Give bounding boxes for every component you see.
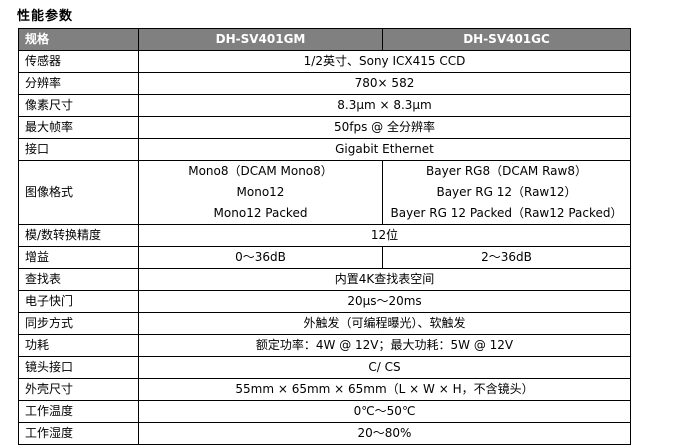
table-row: 工作温度 0℃～50℃	[18, 400, 631, 423]
table-row: 传感器 1/2英寸、Sony ICX415 CCD	[18, 50, 631, 73]
table-row: 增益 0～36dB 2～36dB	[18, 246, 631, 269]
spec-label: 外壳尺寸	[18, 378, 139, 401]
spec-value: 20μs～20ms	[138, 290, 631, 313]
spec-value: 额定功率：4W @ 12V；最大功耗：5W @ 12V	[138, 334, 631, 357]
spec-value: 12位	[138, 224, 631, 247]
spec-value-line: Mono8（DCAM Mono8）	[188, 164, 333, 178]
spec-label: 功耗	[18, 334, 139, 357]
header-cell-model-gm: DH-SV401GM	[138, 28, 383, 51]
spec-label: 工作湿度	[18, 422, 139, 445]
spec-value: Gigabit Ethernet	[138, 138, 631, 161]
table-row: 功耗 额定功率：4W @ 12V；最大功耗：5W @ 12V	[18, 334, 631, 357]
spec-value: 20～80%	[138, 422, 631, 445]
spec-value: 外触发（可编程曝光）、软触发	[138, 312, 631, 335]
spec-label: 像素尺寸	[18, 94, 139, 117]
header-cell-spec: 规格	[18, 28, 139, 51]
spec-label: 镜头接口	[18, 356, 139, 379]
spec-label: 查找表	[18, 268, 139, 291]
spec-value: 55mm × 65mm × 65mm（L × W × H，不含镜头）	[138, 378, 631, 401]
table-row: 分辨率 780× 582	[18, 72, 631, 95]
spec-value-line: Mono12	[236, 185, 285, 199]
spec-label: 最大帧率	[18, 116, 139, 139]
spec-value-line: Bayer RG 12 Packed（Raw12 Packed）	[390, 206, 623, 220]
table-row: 模/数转换精度 12位	[18, 224, 631, 247]
table-row: 最大帧率 50fps @ 全分辨率	[18, 116, 631, 139]
spec-label: 分辨率	[18, 72, 139, 95]
spec-value: 8.3μm × 8.3μm	[138, 94, 631, 117]
header-row: 规格 DH-SV401GM DH-SV401GC	[18, 28, 631, 51]
spec-label: 图像格式	[18, 160, 139, 225]
table-row: 图像格式 Mono8（DCAM Mono8） Mono12 Mono12 Packed…	[18, 160, 631, 225]
spec-value: 1/2英寸、Sony ICX415 CCD	[138, 50, 631, 73]
spec-value-gc: Bayer RG8（DCAM Raw8） Bayer RG 12（Raw12） Ba…	[382, 160, 631, 225]
table-row: 镜头接口 C/ CS	[18, 356, 631, 379]
table-row: 接口 Gigabit Ethernet	[18, 138, 631, 161]
spec-value-line: Mono12 Packed	[213, 206, 308, 220]
spec-label: 工作温度	[18, 400, 139, 423]
spec-value: C/ CS	[138, 356, 631, 379]
spec-value-gc: 2～36dB	[382, 246, 631, 269]
table-row: 外壳尺寸 55mm × 65mm × 65mm（L × W × H，不含镜头）	[18, 378, 631, 401]
spec-value: 780× 582	[138, 72, 631, 95]
spec-label: 增益	[18, 246, 139, 269]
page-title: 性能参数	[17, 9, 74, 24]
spec-label: 同步方式	[18, 312, 139, 335]
spec-value: 内置4K查找表空间	[138, 268, 631, 291]
spec-value-gm: 0～36dB	[138, 246, 383, 269]
spec-label: 接口	[18, 138, 139, 161]
table-row: 查找表 内置4K查找表空间	[18, 268, 631, 291]
spec-value-line: Bayer RG8（DCAM Raw8）	[426, 164, 587, 178]
table-row: 电子快门 20μs～20ms	[18, 290, 631, 313]
spec-value: 50fps @ 全分辨率	[138, 116, 631, 139]
spec-label: 传感器	[18, 50, 139, 73]
table-row: 像素尺寸 8.3μm × 8.3μm	[18, 94, 631, 117]
spec-value-line: Bayer RG 12（Raw12）	[436, 185, 577, 199]
header-cell-model-gc: DH-SV401GC	[382, 28, 631, 51]
spec-value-gm: Mono8（DCAM Mono8） Mono12 Mono12 Packed	[138, 160, 383, 225]
table-row: 同步方式 外触发（可编程曝光）、软触发	[18, 312, 631, 335]
spec-table-header: 规格 DH-SV401GM DH-SV401GC	[18, 28, 631, 51]
spec-value: 0℃～50℃	[138, 400, 631, 423]
spec-label: 模/数转换精度	[18, 224, 139, 247]
spec-label: 电子快门	[18, 290, 139, 313]
spec-table: 规格 DH-SV401GM DH-SV401GC 传感器 1/2英寸、Sony I…	[18, 28, 631, 445]
table-row: 工作湿度 20～80%	[18, 422, 631, 445]
spec-table-body: 传感器 1/2英寸、Sony ICX415 CCD 分辨率 780× 582 像素尺寸 8…	[18, 50, 631, 445]
